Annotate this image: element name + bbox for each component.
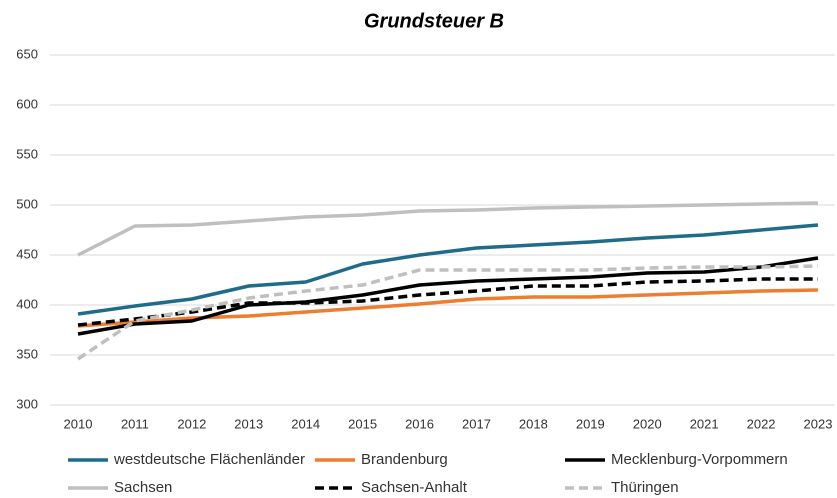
y-tick-label: 550 [16, 146, 38, 161]
y-tick-label: 400 [16, 296, 38, 311]
series-line [77, 201, 819, 257]
x-tick-label: 2015 [348, 416, 377, 431]
x-tick-label: 2010 [64, 416, 93, 431]
legend-label: Thüringen [611, 479, 679, 496]
x-tick-label: 2018 [519, 416, 548, 431]
x-tick-label: 2023 [804, 416, 833, 431]
legend-label: Sachsen-Anhalt [361, 479, 468, 496]
series-line [77, 264, 819, 361]
x-tick-label: 2020 [633, 416, 662, 431]
series-line [77, 256, 819, 336]
legend-label: Sachsen [114, 479, 172, 496]
y-tick-label: 500 [16, 196, 38, 211]
y-tick-label: 300 [16, 396, 38, 411]
series-line [77, 277, 818, 327]
legend-label: westdeutsche Flächenländer [113, 451, 305, 468]
series-line [77, 223, 819, 316]
x-tick-label: 2022 [747, 416, 776, 431]
chart-title: Grundsteuer B [364, 10, 504, 32]
x-tick-label: 2014 [291, 416, 320, 431]
y-tick-label: 350 [16, 346, 38, 361]
legend-label: Brandenburg [361, 451, 448, 468]
legend-label: Mecklenburg-Vorpommern [611, 451, 788, 468]
x-tick-label: 2016 [405, 416, 434, 431]
x-tick-label: 2019 [576, 416, 605, 431]
x-tick-label: 2012 [177, 416, 206, 431]
y-tick-label: 600 [16, 96, 38, 111]
x-tick-label: 2013 [234, 416, 263, 431]
x-tick-label: 2021 [690, 416, 719, 431]
y-tick-label: 450 [16, 246, 38, 261]
x-tick-label: 2017 [462, 416, 491, 431]
y-tick-label: 650 [16, 46, 38, 61]
x-tick-label: 2011 [121, 416, 149, 431]
